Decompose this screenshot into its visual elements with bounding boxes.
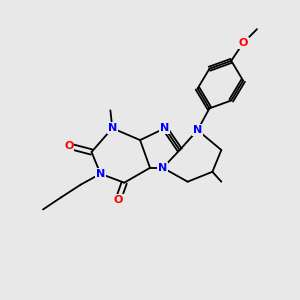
Text: O: O xyxy=(114,194,123,205)
Text: N: N xyxy=(158,163,167,173)
Text: N: N xyxy=(108,123,117,133)
Text: O: O xyxy=(238,38,248,48)
Text: O: O xyxy=(64,141,74,151)
Text: N: N xyxy=(160,123,170,133)
Text: N: N xyxy=(96,169,105,179)
Text: N: N xyxy=(193,125,202,135)
